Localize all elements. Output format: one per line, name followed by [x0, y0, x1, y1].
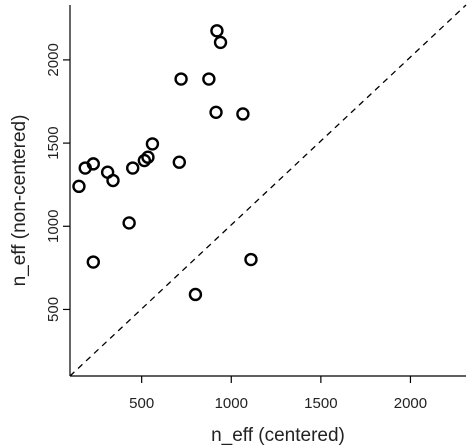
data-point [244, 252, 258, 267]
data-point [188, 287, 203, 302]
data-point [145, 137, 160, 151]
y-axis-title: n_eff (non-centered) [9, 115, 30, 287]
data-point [210, 24, 224, 38]
data-point [213, 35, 228, 50]
x-ticks: 500 1000 1500 2000 [129, 376, 427, 412]
x-tick-label: 1000 [215, 395, 248, 412]
data-point [172, 155, 187, 169]
data-point [126, 161, 140, 175]
reference-line [69, 4, 467, 377]
y-tick-label: 1000 [45, 210, 62, 243]
data-point [236, 107, 250, 121]
y-ticks: 500 1000 1500 2000 [45, 43, 70, 322]
data-point [86, 255, 100, 269]
data-point [202, 72, 216, 86]
points-group [72, 24, 258, 302]
axes [69, 5, 466, 377]
y-tick-label: 2000 [45, 43, 62, 76]
y-tick-label: 500 [45, 297, 62, 322]
data-point [209, 105, 223, 120]
data-point [78, 161, 92, 175]
data-point [122, 216, 136, 230]
y-tick-label: 1500 [45, 126, 62, 159]
x-tick-label: 1500 [304, 395, 337, 412]
x-axis-title: n_eff (centered) [211, 425, 345, 446]
x-tick-label: 2000 [394, 395, 427, 412]
x-tick-label: 500 [129, 395, 154, 412]
data-point [72, 179, 86, 194]
data-point [137, 153, 152, 168]
data-point [141, 150, 155, 164]
reference-line-group [69, 4, 467, 377]
data-point [174, 72, 188, 86]
data-point [106, 173, 120, 188]
